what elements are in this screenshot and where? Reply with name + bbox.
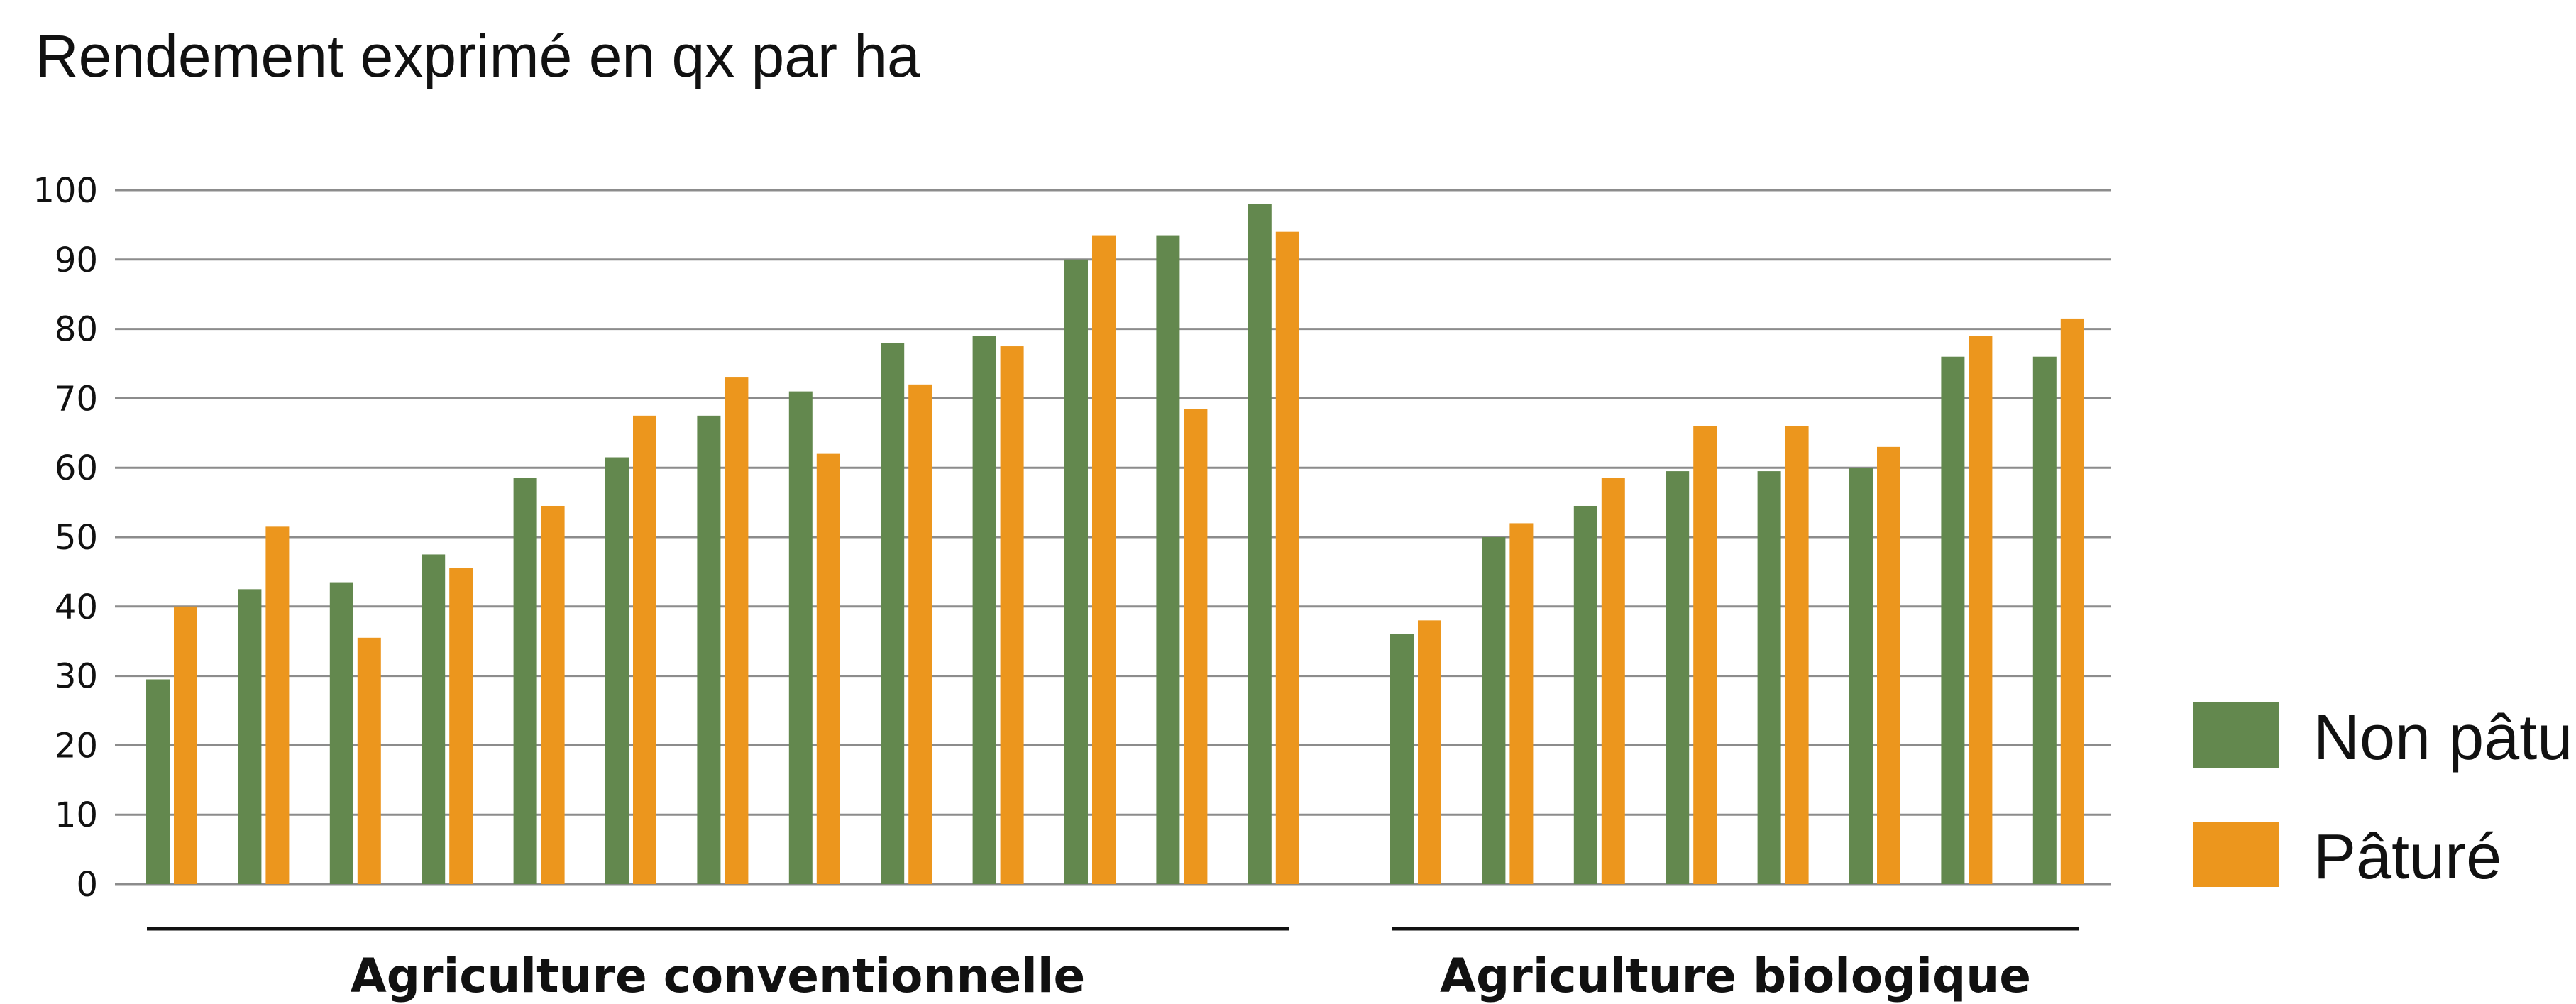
- bar-pature: [174, 606, 197, 884]
- bar-non-pature: [1757, 471, 1781, 884]
- y-tick-label: 10: [55, 795, 98, 835]
- y-tick-label: 80: [55, 310, 98, 350]
- y-axis-ticks: 0 10 20 30 40 50 60 70 80 90 100: [33, 171, 98, 905]
- bar-non-pature: [1248, 204, 1272, 884]
- bar-pature: [908, 384, 932, 884]
- legend-swatch: [2193, 822, 2279, 887]
- bar-pature: [1184, 409, 1208, 884]
- legend-label: Non pâturé: [2313, 702, 2576, 773]
- bar-non-pature: [1482, 537, 1506, 884]
- y-tick-label: 60: [55, 448, 98, 488]
- bar-non-pature: [1390, 634, 1414, 884]
- bar-non-pature: [1573, 505, 1597, 884]
- bar-pature: [449, 568, 473, 884]
- y-tick-label: 20: [55, 726, 98, 766]
- bar-non-pature: [972, 336, 996, 884]
- bar-pature: [633, 415, 656, 884]
- bar-non-pature: [697, 415, 721, 884]
- legend-label: Pâturé: [2313, 822, 2501, 893]
- y-tick-label: 70: [55, 379, 98, 419]
- y-tick-label: 30: [55, 657, 98, 697]
- y-tick-label: 0: [76, 865, 98, 905]
- bar-pature: [1785, 426, 1809, 884]
- y-tick-label: 100: [33, 171, 98, 211]
- bar-pature: [1877, 446, 1900, 884]
- bar-non-pature: [1064, 259, 1088, 884]
- bar-non-pature: [146, 679, 170, 884]
- bar-non-pature: [1941, 356, 1965, 885]
- bar-pature: [1418, 620, 1441, 884]
- legend: Non pâturé Pâturé: [2193, 702, 2576, 893]
- bar-pature: [357, 637, 381, 884]
- bar-pature: [1693, 426, 1717, 884]
- bar-pature: [541, 505, 565, 884]
- bar-pature: [1601, 478, 1625, 884]
- group-label: Agriculture biologique: [1440, 949, 2031, 1003]
- bar-pature: [2060, 318, 2084, 884]
- bar-non-pature: [422, 554, 446, 884]
- group-labels: Agriculture conventionnelle Agriculture b…: [147, 927, 2079, 1003]
- bar-non-pature: [238, 589, 262, 884]
- bar-pature: [1092, 235, 1116, 884]
- bar-non-pature: [1666, 471, 1690, 884]
- bar-pature: [816, 453, 840, 884]
- bar-non-pature: [881, 343, 905, 884]
- group-label: Agriculture conventionnelle: [351, 949, 1086, 1003]
- bar-pature: [265, 526, 290, 884]
- bar-non-pature: [605, 457, 629, 884]
- bar-non-pature: [788, 391, 813, 884]
- bar-non-pature: [329, 582, 353, 884]
- bar-pature: [725, 377, 749, 884]
- y-tick-label: 50: [55, 518, 98, 558]
- bar-pature: [1000, 346, 1024, 884]
- bar-pature: [1509, 523, 1534, 884]
- y-tick-label: 40: [55, 587, 98, 627]
- bar-non-pature: [1849, 468, 1873, 884]
- y-tick-label: 90: [55, 241, 98, 280]
- chart-title: Rendement exprimé en qx par ha: [35, 23, 920, 89]
- bar-non-pature: [513, 478, 537, 884]
- bar-pature: [1275, 231, 1299, 884]
- bar-pature: [1969, 336, 1993, 884]
- bar-non-pature: [2032, 356, 2057, 885]
- legend-swatch: [2193, 702, 2279, 768]
- bar-non-pature: [1156, 235, 1180, 884]
- bars: [146, 204, 2084, 885]
